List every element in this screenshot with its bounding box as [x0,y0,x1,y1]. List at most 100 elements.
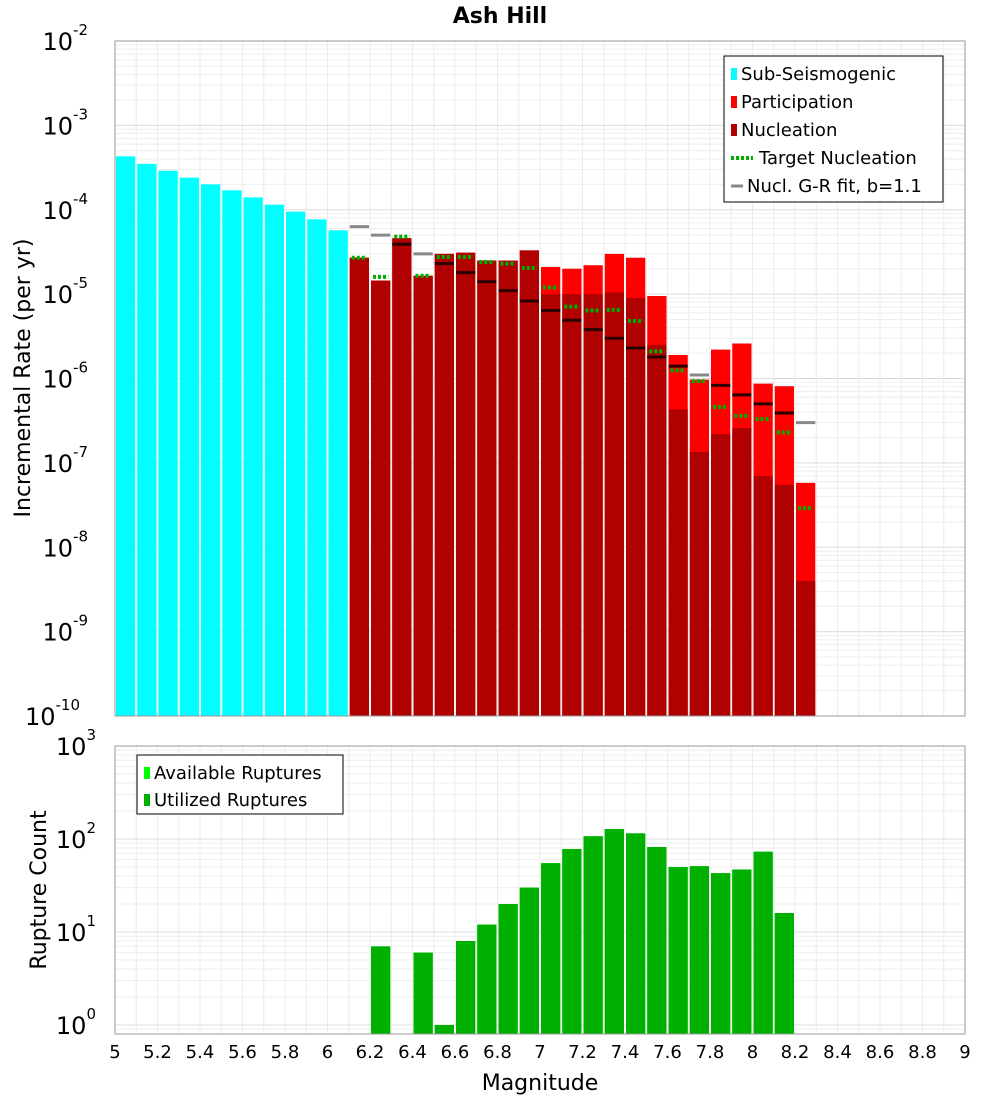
utilized-ruptures-bar [498,903,518,1034]
sub-seismogenic-bar [201,184,221,717]
x-tick-label: 6.6 [441,1042,470,1063]
utilized-ruptures-bar [456,941,476,1034]
nucleation-bar [689,451,709,716]
nucleation-bar [647,344,667,716]
y-tick-label: 10-6 [42,359,88,394]
nucleation-bar [796,580,816,716]
utilized-ruptures-bar [583,836,603,1034]
top-legend: Sub-Seismogenic Participation Nucleation Ta… [723,55,944,203]
nucleation-bar [562,294,582,716]
y-tick-label: 10-8 [42,527,88,562]
top-plot-bars [116,156,816,717]
legend-swatch [731,124,737,136]
sub-seismogenic-bar [286,211,306,716]
sub-seismogenic-bar [328,230,348,716]
x-tick-label: 5.6 [228,1042,257,1063]
utilized-ruptures-bar [541,863,561,1034]
sub-seismogenic-bar [243,197,263,717]
legend-swatch [731,68,737,80]
y-tick-label: 10-10 [25,696,80,731]
x-tick-label: 6.2 [356,1042,385,1063]
nucleation-bar [711,433,731,716]
nucleation-bar [626,297,646,716]
utilized-ruptures-bar [519,887,539,1034]
y-tick-label: 10-2 [42,21,88,56]
utilized-ruptures-bar [711,873,731,1034]
utilized-ruptures-bar [562,849,582,1034]
utilized-ruptures-bar [477,924,497,1034]
legend-label: Sub-Seismogenic [741,64,896,85]
x-tick-label: 8 [747,1042,758,1063]
utilized-ruptures-bar [668,866,688,1034]
sub-seismogenic-bar [222,190,242,716]
y-tick-label: 101 [56,912,96,947]
y-tick-label: 10-5 [42,274,88,309]
utilized-ruptures-bar [689,866,709,1034]
x-tick-label: 5.4 [186,1042,215,1063]
x-tick-label: 6.4 [398,1042,427,1063]
x-tick-label: 5.8 [271,1042,300,1063]
bottom-legend: Available Ruptures Utilized Ruptures [136,754,344,815]
bottom-y-axis-label: Rupture Count [27,810,52,970]
sub-seismogenic-bar [307,219,327,717]
sub-seismogenic-bar [116,156,136,717]
utilized-ruptures-bar [647,847,667,1034]
utilized-ruptures-bar [753,851,773,1034]
top-plot-frame [114,40,966,717]
x-tick-label: 7 [534,1042,545,1063]
x-tick-label: 6 [322,1042,333,1063]
nucleation-bar [604,292,624,716]
y-tick-label: 10-9 [42,612,88,647]
legend-swatch [144,794,150,806]
nucleation-bar [498,260,518,716]
utilized-ruptures-bar [371,946,391,1034]
nucleation-bar [583,294,603,716]
sub-seismogenic-bar [264,204,284,717]
utilized-ruptures-bar [626,833,646,1034]
top-y-tick-labels: 10-10 10-9 10-8 10-7 10-6 10-5 10-4 10-3 10-2 [25,21,88,731]
bottom-y-tick-labels: 100 101 102 103 [56,726,96,1040]
nucleation-bar [541,294,561,716]
utilized-ruptures-bar [413,952,433,1034]
utilized-ruptures-bar [774,913,794,1034]
legend-label: Nucl. G-R fit, b=1.1 [747,176,922,197]
x-axis-label: Magnitude [482,1071,599,1096]
nucleation-bar [456,252,476,716]
bottom-plot-frame [114,745,966,1035]
legend-label: Nucleation [741,120,837,141]
legend-swatch [731,96,737,108]
nucleation-bar [349,257,369,716]
x-tick-label: 7.6 [653,1042,682,1063]
y-tick-label: 102 [56,819,96,854]
top-y-axis-label: Incremental Rate (per yr) [11,239,36,518]
nucleation-bar [732,427,752,716]
x-tick-label: 8.4 [823,1042,852,1063]
nucleation-bar [434,253,454,716]
nucleation-bar [774,484,794,716]
nucleation-bar [519,250,539,717]
nucleation-bar [413,275,433,716]
utilized-ruptures-bar [604,829,624,1034]
legend-label: Target Nucleation [758,148,917,169]
bottom-plot-bars [371,829,794,1034]
sub-seismogenic-bar [137,163,157,717]
sub-seismogenic-bar [158,170,178,716]
y-tick-label: 10-3 [42,105,88,140]
nucleation-bar [668,409,688,716]
x-tick-label: 7.2 [568,1042,597,1063]
y-tick-label: 103 [56,726,96,761]
x-tick-label: 5.2 [143,1042,172,1063]
legend-label: Participation [741,92,853,113]
nucleation-bar [371,280,391,716]
utilized-ruptures-bar [434,1024,454,1034]
legend-label: Utilized Ruptures [154,790,307,811]
x-tick-label: 8.6 [866,1042,895,1063]
x-tick-label: 5 [109,1042,120,1063]
utilized-ruptures-bar [732,869,752,1034]
top-plot-line-marks [349,225,816,511]
x-tick-label: 8.2 [781,1042,810,1063]
x-tick-label: 7.8 [696,1042,725,1063]
nucleation-bar [753,475,773,716]
chart-title: Ash Hill [453,4,547,29]
